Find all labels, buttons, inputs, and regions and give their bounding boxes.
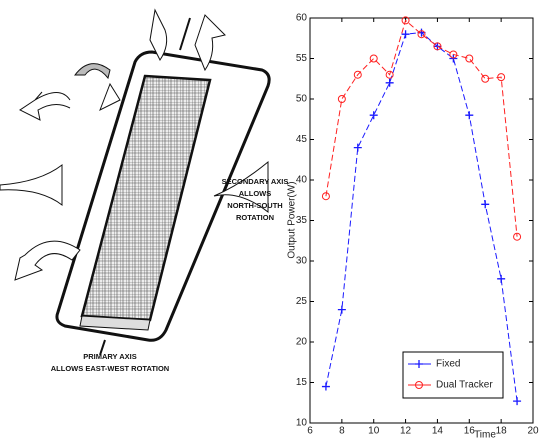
y-tick-label: 35 bbox=[296, 215, 308, 226]
diagram-label: SECONDARY AXIS bbox=[222, 177, 289, 186]
legend-box bbox=[402, 351, 504, 399]
y-tick-label: 60 bbox=[296, 13, 308, 24]
diagram-label: PRIMARY AXIS bbox=[83, 352, 136, 361]
legend-marker bbox=[415, 360, 423, 368]
y-tick-label: 40 bbox=[296, 175, 308, 186]
axis-pin bbox=[99, 17, 191, 356]
x-tick-label: 8 bbox=[339, 426, 345, 437]
marker bbox=[417, 28, 426, 37]
y-tick-label: 10 bbox=[296, 418, 308, 429]
x-tick-label: 6 bbox=[307, 426, 313, 437]
marker bbox=[321, 192, 330, 201]
y-tick-label: 30 bbox=[296, 256, 308, 267]
x-axis-label: Time bbox=[474, 430, 496, 440]
flange-left bbox=[0, 82, 121, 207]
diagram-label: ALLOWS EAST-WEST ROTATION bbox=[51, 364, 169, 373]
marker bbox=[369, 54, 378, 63]
chart: Time Output Power(W) 10 15 20 25 30 35 40 45 50 5… bbox=[287, 13, 539, 440]
marker bbox=[513, 232, 522, 241]
marker bbox=[449, 50, 458, 59]
marker bbox=[385, 78, 394, 87]
marker bbox=[417, 30, 426, 39]
y-tick-label: 15 bbox=[296, 377, 308, 388]
diagram-label: ROTATION bbox=[236, 213, 274, 222]
marker bbox=[449, 54, 458, 63]
marker bbox=[353, 143, 362, 152]
y-axis-label: Output Power(W) bbox=[287, 181, 298, 258]
series-line bbox=[325, 19, 518, 237]
legend-marker bbox=[415, 381, 423, 389]
marker bbox=[465, 111, 474, 120]
marker bbox=[353, 70, 362, 79]
rotation-arrow bbox=[19, 91, 71, 121]
y-tick-label: 45 bbox=[296, 134, 308, 145]
y-tick-label: 50 bbox=[296, 94, 308, 105]
marker bbox=[513, 397, 522, 406]
marker bbox=[337, 305, 346, 314]
x-tick-label: 14 bbox=[432, 426, 444, 437]
x-tick-label: 18 bbox=[496, 426, 508, 437]
rotation-arrow bbox=[149, 8, 226, 72]
marker bbox=[321, 382, 330, 391]
y-tick-label: 25 bbox=[296, 296, 308, 307]
marker bbox=[497, 73, 506, 82]
marker bbox=[401, 30, 410, 39]
marker bbox=[481, 200, 490, 209]
legend: Fixed Dual Tracker bbox=[402, 351, 504, 399]
x-tick-label: 12 bbox=[400, 426, 412, 437]
x-tick-label: 16 bbox=[464, 426, 476, 437]
x-tick-label: 10 bbox=[368, 426, 380, 437]
rotation-arrow bbox=[14, 240, 81, 281]
y-tick-label: 20 bbox=[296, 337, 308, 348]
legend-label: Dual Tracker bbox=[436, 380, 493, 391]
x-tick-label: 20 bbox=[527, 426, 539, 437]
marker bbox=[433, 42, 442, 51]
marker bbox=[401, 16, 410, 25]
rotation-arrow bbox=[73, 63, 111, 80]
marker bbox=[497, 274, 506, 283]
diagram-label: NORTH-SOUTH bbox=[227, 201, 282, 210]
diagram-label: ALLOWS bbox=[239, 189, 272, 198]
marker bbox=[481, 74, 490, 83]
tracker-diagram: SECONDARY AXIS ALLOWS NORTH-SOUTH ROTATI… bbox=[0, 8, 289, 373]
legend-label: Fixed bbox=[436, 359, 460, 370]
panel-edge bbox=[79, 315, 151, 331]
marker bbox=[465, 54, 474, 63]
flange-right bbox=[213, 160, 269, 214]
marker bbox=[369, 111, 378, 120]
y-tick-label: 55 bbox=[296, 53, 308, 64]
marker bbox=[337, 95, 346, 103]
marker bbox=[385, 70, 394, 79]
